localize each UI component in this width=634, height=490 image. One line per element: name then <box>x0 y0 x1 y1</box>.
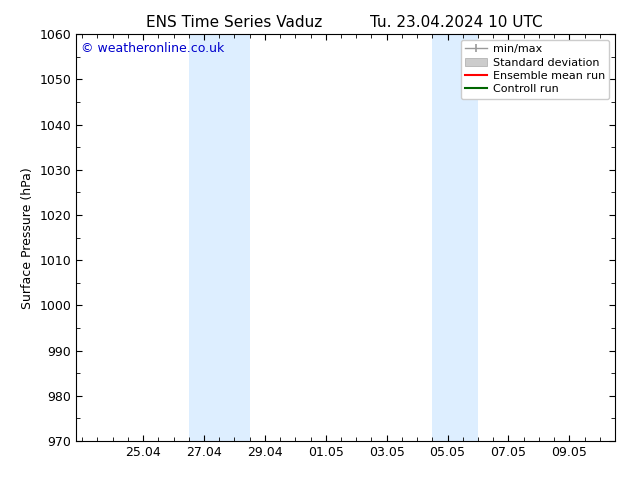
Text: Tu. 23.04.2024 10 UTC: Tu. 23.04.2024 10 UTC <box>370 15 543 30</box>
Text: © weatheronline.co.uk: © weatheronline.co.uk <box>81 43 224 55</box>
Text: ENS Time Series Vaduz: ENS Time Series Vaduz <box>146 15 323 30</box>
Y-axis label: Surface Pressure (hPa): Surface Pressure (hPa) <box>21 167 34 309</box>
Bar <box>432 34 478 441</box>
Bar <box>189 34 250 441</box>
Legend: min/max, Standard deviation, Ensemble mean run, Controll run: min/max, Standard deviation, Ensemble me… <box>460 40 609 99</box>
